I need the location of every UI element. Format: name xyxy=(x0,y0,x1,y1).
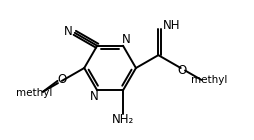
Text: N: N xyxy=(64,25,72,38)
Text: methyl: methyl xyxy=(16,88,52,98)
Text: NH: NH xyxy=(163,19,181,32)
Text: N: N xyxy=(122,33,130,46)
Text: NH₂: NH₂ xyxy=(112,113,134,126)
Text: O: O xyxy=(57,73,67,86)
Text: O: O xyxy=(177,64,186,76)
Text: N: N xyxy=(90,90,99,103)
Text: methyl: methyl xyxy=(191,75,228,85)
